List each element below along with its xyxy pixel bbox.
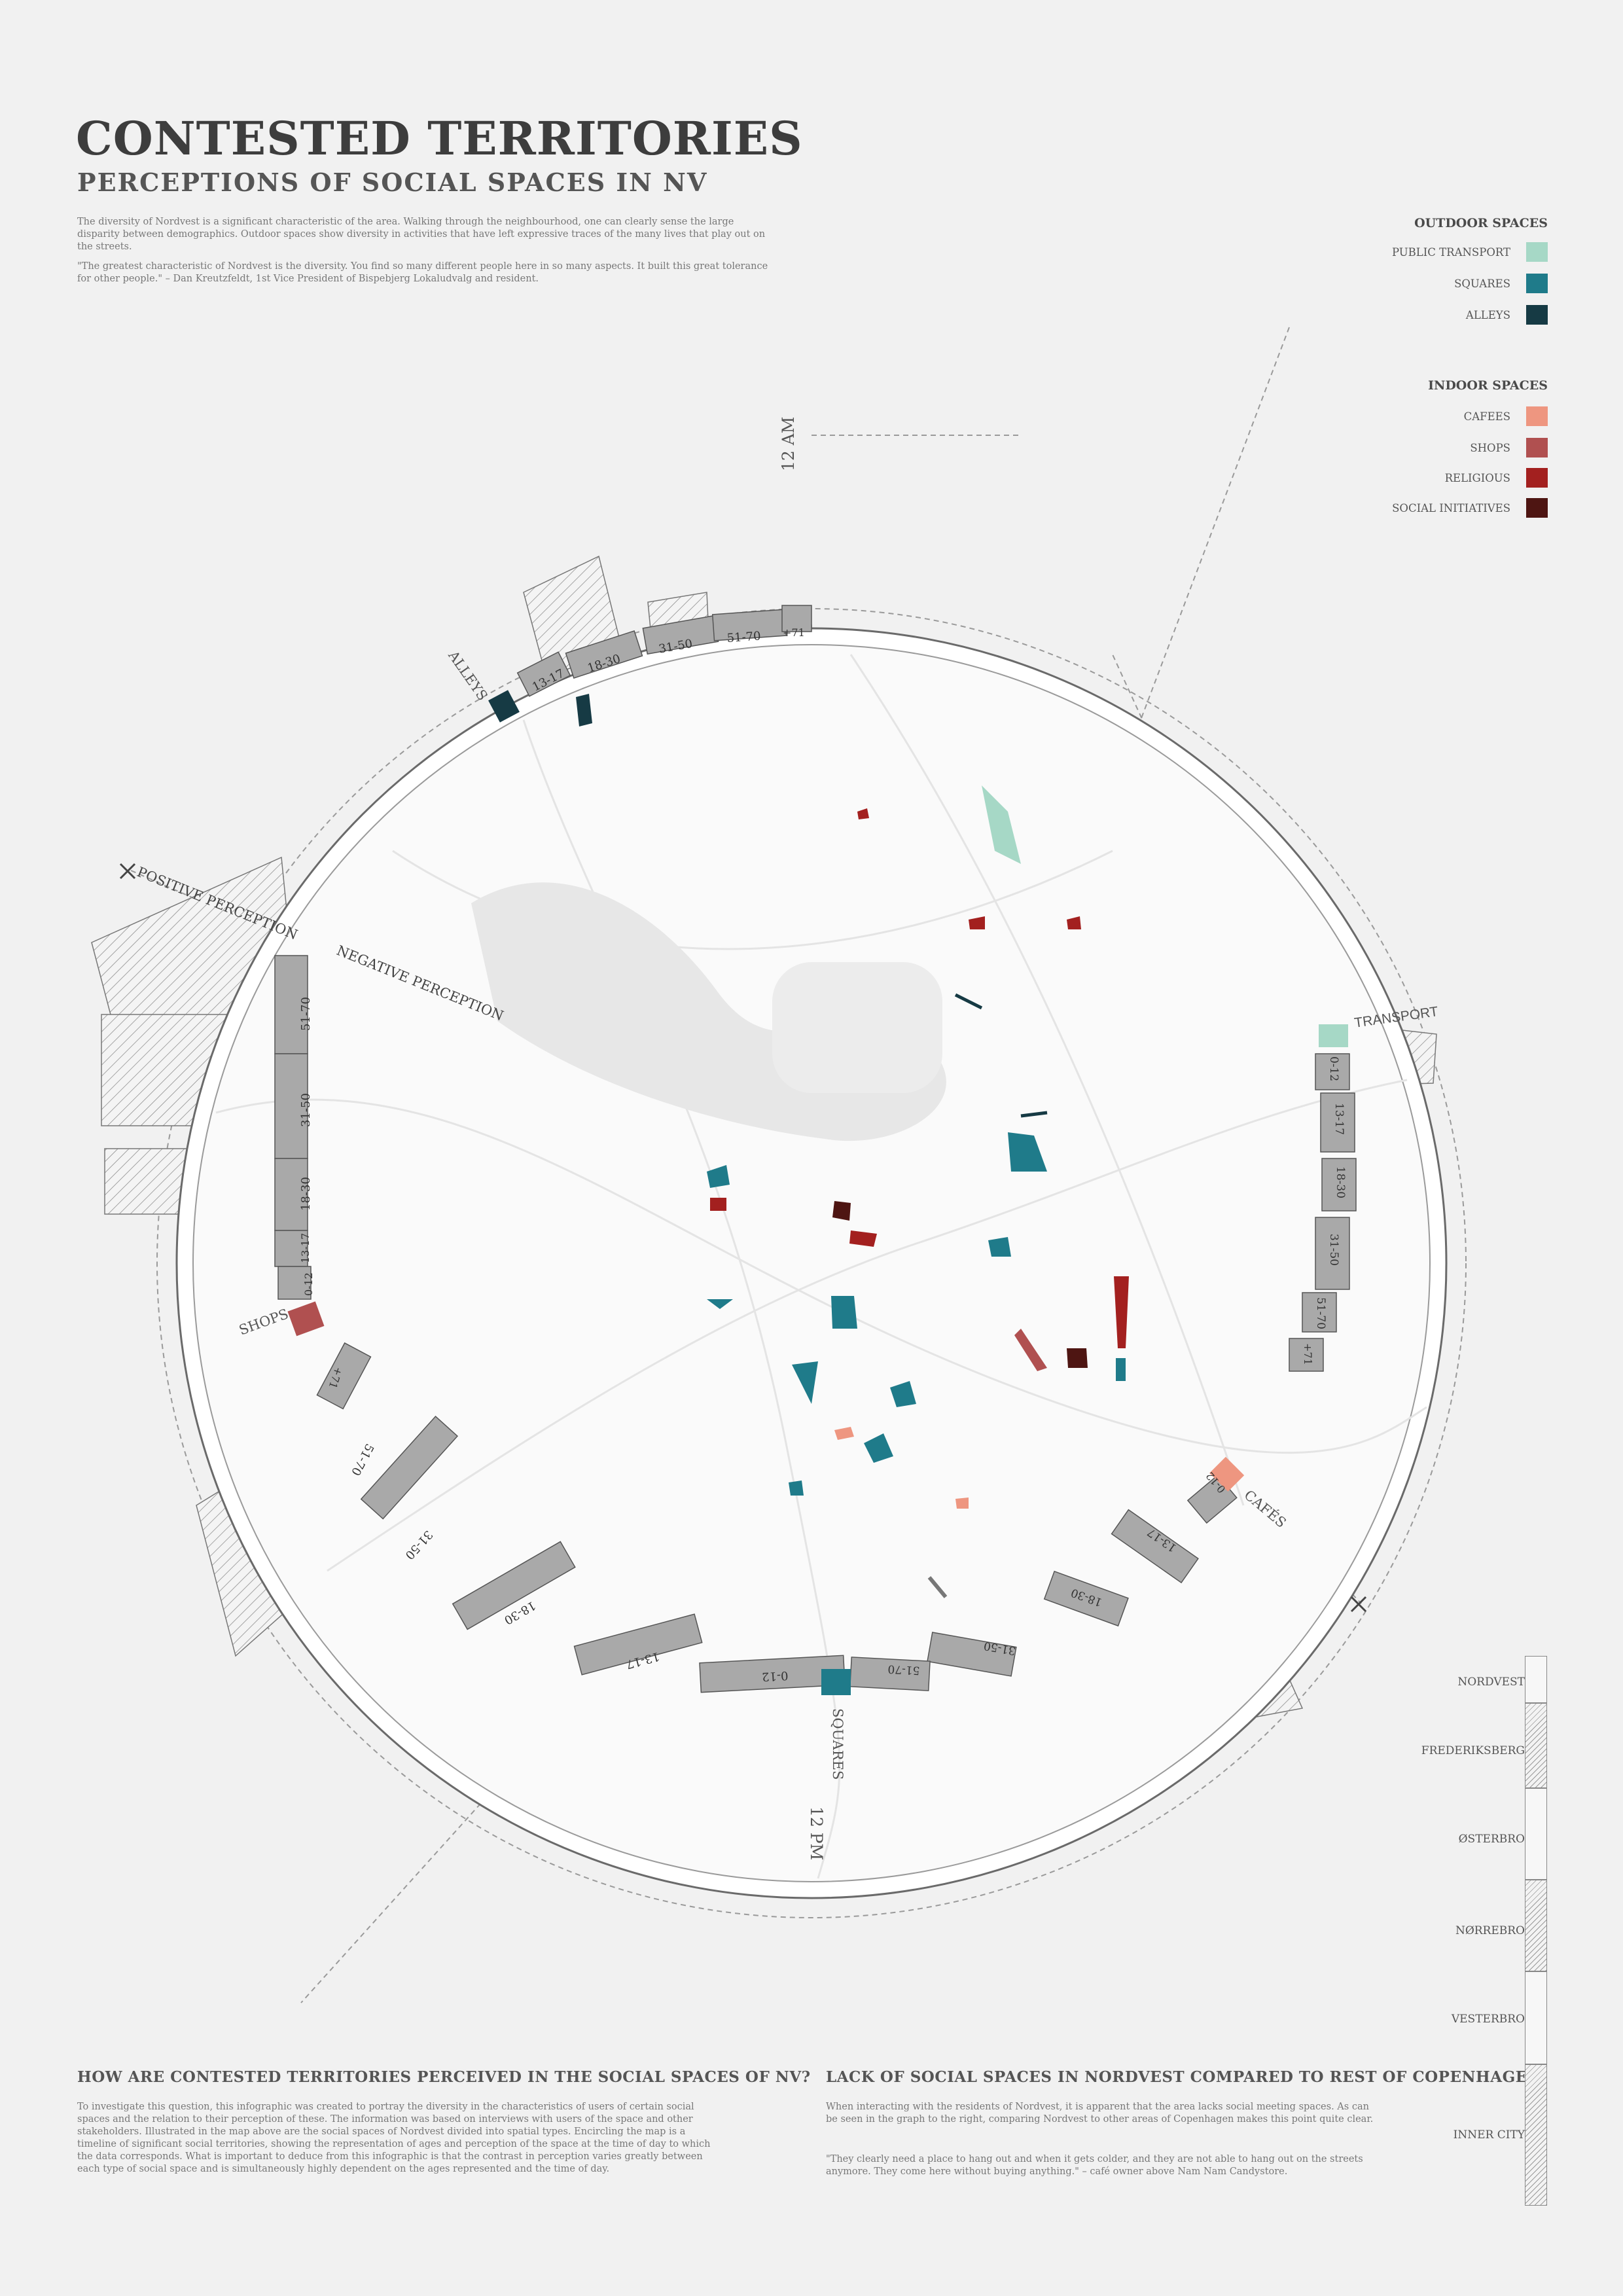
age-label: 13-17 [1332,1103,1346,1136]
map-disc [192,644,1431,1882]
legend-label: ALLEYS [1465,308,1510,321]
age-label: +71 [1302,1343,1314,1365]
cmp-label-norrebro: NØRREBRO [1455,1924,1525,1937]
age-label: 51-70 [726,629,762,645]
legend-label: PUBLIC TRANSPORT [1391,245,1510,259]
age-label: 0-12 [1327,1056,1340,1082]
age-label: 18-30 [299,1177,313,1211]
legend-item-shops: SHOPS [1470,437,1548,458]
cmp-vesterbro [1525,1971,1547,2064]
legend-label: SQUARES [1454,277,1510,290]
age-label: 31-50 [1327,1234,1340,1266]
legend-label: CAFEES [1463,410,1510,423]
legend-indoor-title: INDOOR SPACES [1428,378,1548,393]
legend-label: SHOPS [1470,441,1510,454]
intro-quote: "The greatest characteristic of Nordvest… [77,261,768,284]
legend-label: RELIGIOUS [1444,471,1510,484]
age-label: 18-30 [1334,1166,1347,1199]
legend-item-public-transport: PUBLIC TRANSPORT [1392,242,1548,262]
swatch [1526,406,1548,426]
legend-item-cafees: CAFEES [1464,406,1548,427]
cmp-label-vesterbro: VESTERBRO [1451,2013,1525,2026]
age-label: 0-12 [302,1272,315,1296]
cmp-frederiksberg [1525,1703,1547,1788]
cmp-osterbro [1525,1788,1547,1880]
city-map [175,627,1448,1899]
page-title: CONTESTED TERRITORIES [76,111,803,166]
page-subtitle: PERCEPTIONS OF SOCIAL SPACES IN NV [77,168,708,197]
cmp-label-frederiksberg: FREDERIKSBERG [1421,1744,1525,1757]
cmp-inner-city [1525,2064,1547,2206]
sector-line [1014,327,1290,1054]
age-label: 0-12 [761,1668,789,1684]
legend-item-religious: RELIGIOUS [1445,467,1548,488]
social-spaces [576,694,1129,1598]
comparison-bar [1525,1656,1548,2207]
right-paragraph: When interacting with the residents of N… [826,2102,1374,2125]
left-paragraph: To investigate this question, this infog… [77,2102,711,2174]
cmp-label-inner-city: INNER CITY [1453,2128,1525,2142]
swatch [1526,274,1548,293]
cmp-norrebro [1525,1880,1547,1971]
right-quote: "They clearly need a place to hang out a… [826,2154,1363,2177]
category-markers [287,690,1348,1695]
stadium [772,962,942,1093]
legend-item-squares: SQUARES [1454,273,1548,294]
swatch [1526,498,1548,518]
left-heading: HOW ARE CONTESTED TERRITORIES PERCEIVED … [77,2068,811,2086]
perception-markers [119,863,1367,1613]
right-heading: LACK OF SOCIAL SPACES IN NORDVEST COMPAR… [826,2068,1542,2086]
cmp-label-osterbro: ØSTERBRO [1458,1833,1525,1846]
age-label: 51-70 [887,1662,921,1677]
category-label-squares: SQUARES [830,1708,846,1780]
cmp-label-nordvest: NORDVEST [1457,1676,1525,1689]
swatch [1526,438,1548,457]
legend-outdoor-title: OUTDOOR SPACES [1414,216,1548,230]
age-label: 51-70 [1314,1297,1327,1330]
age-label: 13-17 [299,1232,312,1263]
age-ring-segments [274,605,1357,1693]
swatch [1526,305,1548,325]
time-label-top: 12 AM [779,416,798,471]
legend-item-social-initiatives: SOCIAL INITIATIVES [1392,497,1548,518]
age-label: 31-50 [299,1093,313,1127]
age-label: +71 [783,626,805,639]
swatch [1526,242,1548,262]
cmp-nordvest [1525,1656,1547,1703]
time-label-bottom: 12 PM [807,1806,826,1861]
intro-text: The diversity of Nordvest is a significa… [77,217,766,252]
legend-label: SOCIAL INITIATIVES [1392,501,1510,514]
age-label: 51-70 [299,997,313,1031]
legend-item-alleys: ALLEYS [1466,304,1548,325]
swatch [1526,468,1548,488]
